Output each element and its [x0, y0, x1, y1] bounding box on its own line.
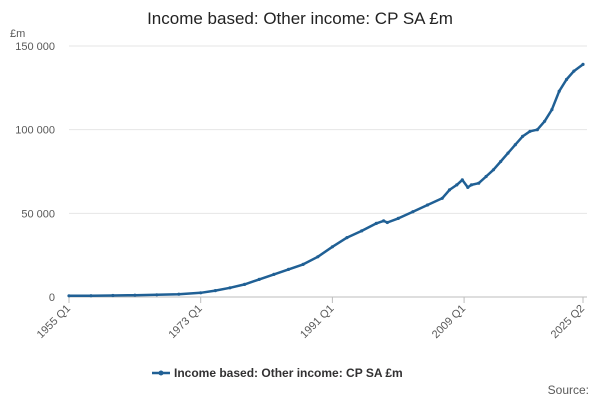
x-tick-label: 2025 Q2	[549, 303, 587, 341]
data-point	[499, 159, 503, 164]
data-point	[564, 77, 569, 82]
data-point	[67, 294, 71, 298]
data-point	[521, 134, 525, 138]
data-point	[491, 168, 495, 172]
data-point	[111, 293, 115, 298]
data-point	[535, 128, 539, 132]
data-point	[272, 272, 276, 276]
data-point	[460, 178, 464, 182]
x-axis: 1955 Q1 1973 Q1 1991 Q1 2009 Q1 2025 Q2	[35, 297, 587, 341]
data-point	[581, 62, 585, 66]
data-point	[286, 267, 291, 271]
legend-marker	[158, 370, 164, 376]
y-unit-label: £m	[10, 28, 25, 40]
x-tick-label: 1991 Q1	[298, 303, 336, 341]
data-point	[177, 292, 181, 296]
data-point	[199, 291, 203, 295]
data-point	[484, 174, 488, 179]
data-point	[374, 221, 378, 225]
gridlines	[69, 45, 587, 298]
data-point	[455, 183, 459, 187]
data-point	[506, 151, 510, 155]
legend-label: Income based: Other income: CP SA £m	[174, 366, 403, 380]
y-axis: 0 50 000 100 000 150 000	[15, 41, 55, 304]
data-point	[382, 219, 386, 223]
data-point	[257, 277, 261, 281]
data-point	[528, 129, 532, 133]
data-point	[133, 293, 137, 297]
data-point	[385, 220, 389, 225]
data-point	[550, 108, 554, 112]
data-point	[213, 289, 217, 293]
data-point	[469, 183, 473, 187]
data-point	[316, 255, 320, 259]
data-point	[557, 89, 561, 93]
data-point	[396, 216, 400, 220]
series-line	[67, 63, 585, 298]
data-point	[477, 181, 481, 185]
data-point	[543, 119, 547, 123]
y-tick-label: 150 000	[15, 41, 55, 53]
x-tick-label: 1973 Q1	[166, 303, 204, 341]
series-layer	[67, 62, 585, 298]
chart-title: Income based: Other income: CP SA £m	[147, 9, 453, 28]
data-point	[513, 143, 517, 147]
y-tick-label: 50 000	[21, 208, 55, 220]
data-point	[155, 293, 159, 297]
y-tick-label: 0	[49, 292, 55, 304]
data-point	[447, 188, 452, 192]
data-point	[330, 245, 334, 249]
data-point	[425, 203, 430, 207]
x-tick-label: 1955 Q1	[35, 303, 73, 341]
data-point	[345, 236, 349, 240]
source-label: Source:	[548, 383, 589, 397]
data-point	[360, 229, 364, 233]
data-point	[440, 196, 444, 200]
y-tick-label: 100 000	[15, 125, 55, 137]
x-tick-label: 2009 Q1	[430, 303, 468, 341]
data-point	[228, 286, 232, 290]
data-point	[89, 294, 93, 298]
data-point	[572, 69, 576, 73]
data-point	[243, 282, 247, 286]
data-point	[411, 210, 415, 214]
legend[interactable]: Income based: Other income: CP SA £m	[152, 366, 403, 380]
data-point	[301, 262, 305, 266]
data-point	[466, 185, 470, 189]
